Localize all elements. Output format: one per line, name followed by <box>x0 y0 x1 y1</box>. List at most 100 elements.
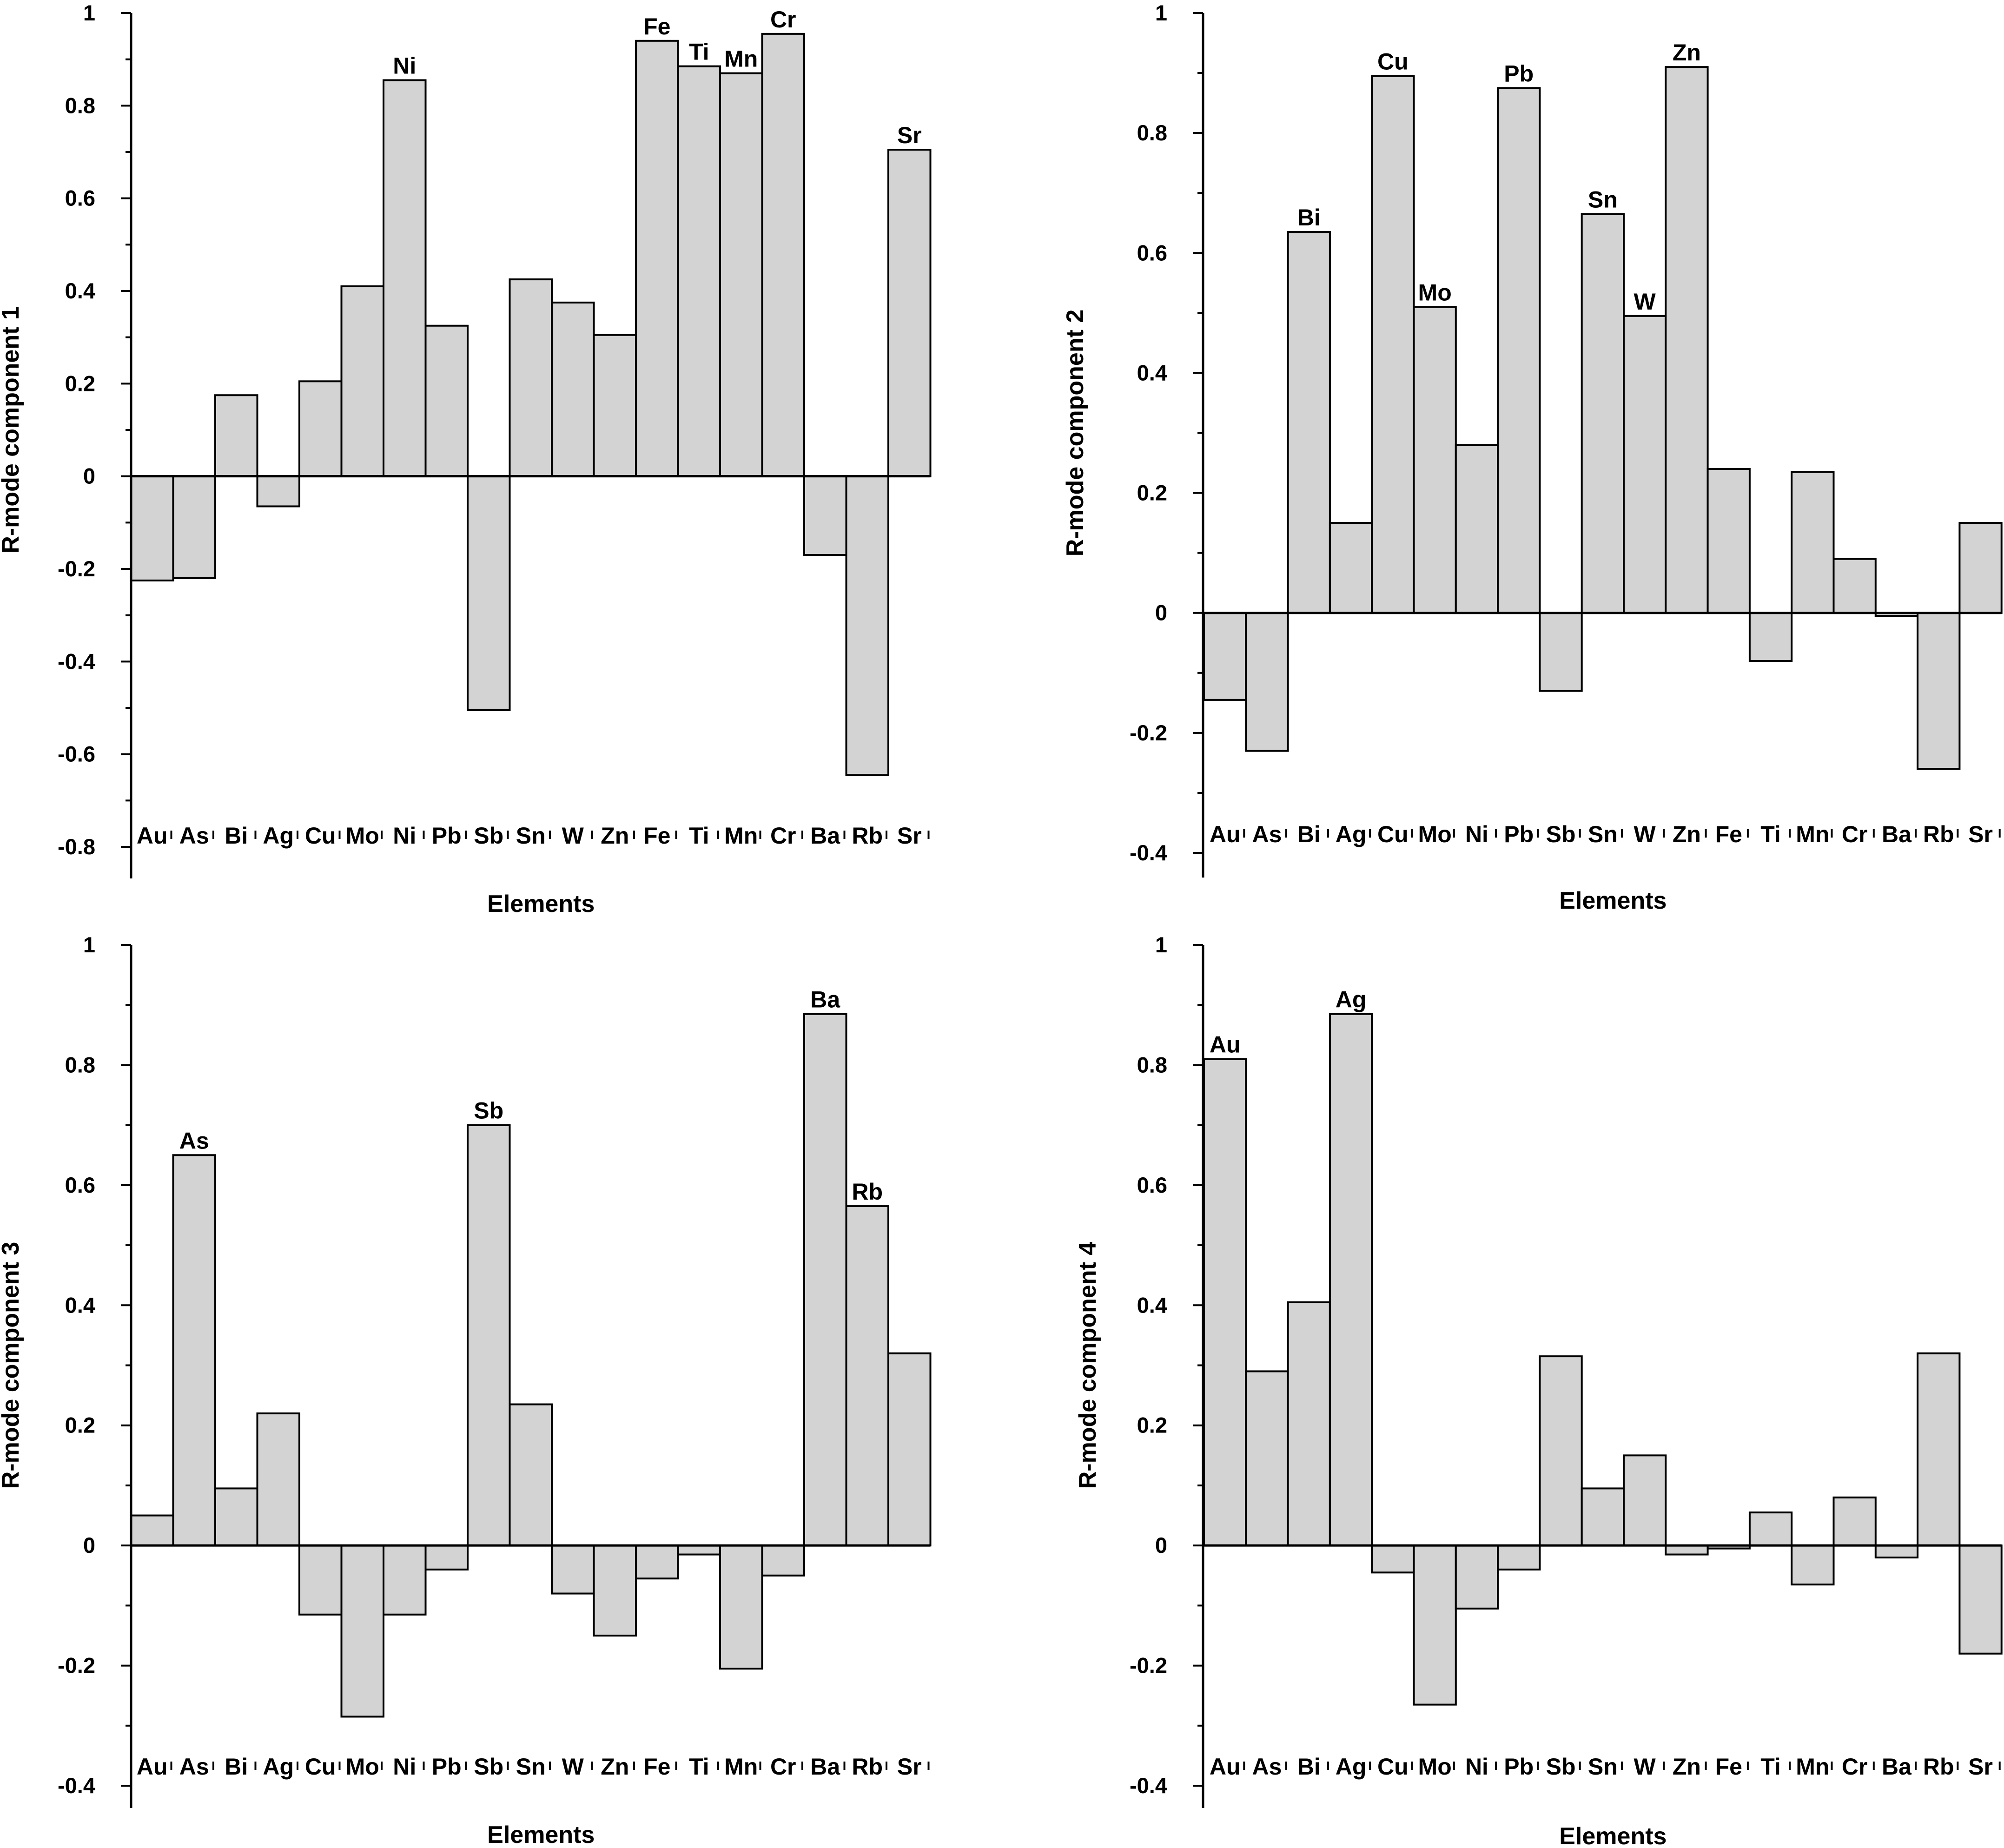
y-axis-title: R-mode component 1 <box>0 306 24 554</box>
bar-sn <box>509 278 553 477</box>
y-tick-label: 1 <box>1155 932 1167 957</box>
bar-w <box>551 301 595 477</box>
bar-annotation-rb: Rb <box>852 1179 883 1205</box>
bar-ag <box>256 1412 300 1547</box>
category-label-mo: Mo <box>346 1754 379 1780</box>
category-label-ni: Ni <box>393 1754 416 1780</box>
bar-mo <box>1413 306 1457 614</box>
x-axis-title: Elements <box>487 1822 595 1848</box>
y-tick-label: 1 <box>83 932 95 957</box>
bar-as <box>1245 1370 1289 1547</box>
category-label-pb: Pb <box>432 1754 462 1780</box>
y-tick-label: -0.2 <box>1130 1653 1167 1678</box>
bar-sb <box>1539 1355 1583 1547</box>
category-label-mn: Mn <box>1796 821 1829 847</box>
bar-fe <box>635 1544 679 1580</box>
bar-annotation-sr: Sr <box>897 122 922 148</box>
category-label-cr: Cr <box>770 823 796 849</box>
category-label-ni: Ni <box>1465 1754 1488 1780</box>
bar-annotation-ag: Ag <box>1336 987 1367 1013</box>
category-label-as: As <box>179 1754 209 1780</box>
bar-annotation-bi: Bi <box>1297 205 1321 231</box>
category-label-pb: Pb <box>432 823 462 849</box>
x-axis-title: Elements <box>1559 887 1667 914</box>
bar-sb <box>467 1124 511 1547</box>
bar-mn <box>719 72 763 477</box>
category-label-cu: Cu <box>305 823 336 849</box>
category-label-as: As <box>1252 821 1282 847</box>
category-label-rb: Rb <box>1923 1754 1954 1780</box>
category-label-au: Au <box>137 1754 168 1780</box>
y-tick-label: 0.4 <box>1137 1293 1167 1317</box>
y-tick-label: -0.4 <box>1130 1773 1167 1798</box>
y-tick-label: -0.4 <box>58 649 95 673</box>
bar-cr <box>1832 1496 1877 1547</box>
bar-cu <box>298 1544 343 1616</box>
bar-ag <box>1329 1013 1373 1547</box>
bar-cu <box>1371 1544 1415 1574</box>
bar-w <box>1623 315 1667 614</box>
bar-sr <box>887 149 932 477</box>
y-tick-label: 0 <box>1155 1533 1167 1558</box>
bar-sr <box>1958 522 2003 614</box>
bar-ba <box>1874 1544 1919 1558</box>
category-label-sb: Sb <box>474 823 503 849</box>
y-tick-label: 0.8 <box>65 93 95 118</box>
category-label-au: Au <box>137 823 168 849</box>
y-tick-label: 0.2 <box>65 371 95 396</box>
category-label-fe: Fe <box>1715 821 1742 847</box>
category-label-sb: Sb <box>1546 821 1576 847</box>
bar-mn <box>1791 471 1835 614</box>
category-label-fe: Fe <box>643 1754 670 1780</box>
chart-panel-2: 1 0.8 0.6 0.4 0.2 0 -0.2 -0.4 Au As Bi Ag Cu Mo Ni Pb Sb… <box>1062 0 2003 914</box>
category-label-as: As <box>179 823 209 849</box>
bar-annotation-as: As <box>179 1128 209 1154</box>
bar-sr <box>887 1352 932 1547</box>
bar-rb <box>1917 1352 1961 1547</box>
bar-au <box>130 1514 174 1547</box>
bar-w <box>1623 1454 1667 1547</box>
chart-panel-1: 1 0.8 0.6 0.4 0.2 0 -0.2 -0.4 -0.6 -0.8 Au As Bi Ag Cu… <box>0 0 932 917</box>
category-label-rb: Rb <box>852 823 883 849</box>
category-label-zn: Zn <box>1673 1754 1701 1780</box>
y-tick-label: 0.2 <box>65 1413 95 1438</box>
category-label-mn: Mn <box>1796 1754 1829 1780</box>
bar-rb <box>845 1205 889 1547</box>
bar-pb <box>1497 87 1541 614</box>
y-tick-label: 0.6 <box>65 186 95 211</box>
category-label-sr: Sr <box>897 1754 922 1780</box>
bar-rb <box>1917 612 1961 770</box>
category-label-ag: Ag <box>1336 821 1367 847</box>
category-label-ba: Ba <box>810 823 840 849</box>
bar-ba <box>803 475 847 556</box>
bar-fe <box>1706 468 1751 614</box>
bar-bi <box>1287 231 1331 614</box>
category-label-mo: Mo <box>346 823 379 849</box>
bar-ti <box>1748 612 1793 662</box>
category-label-bi: Bi <box>1297 821 1321 847</box>
bar-bi <box>1287 1301 1331 1547</box>
bar-ni <box>383 79 427 477</box>
bar-cr <box>1832 558 1877 614</box>
category-label-ti: Ti <box>1760 1754 1781 1780</box>
category-label-ni: Ni <box>393 823 416 849</box>
bar-annotation-mn: Mn <box>724 46 758 72</box>
y-axis-title: R-mode component 3 <box>0 1242 24 1489</box>
bar-annotation-au: Au <box>1210 1032 1241 1058</box>
category-label-bi: Bi <box>225 1754 248 1780</box>
category-label-sb: Sb <box>1546 1754 1576 1780</box>
y-tick-label: -0.8 <box>58 834 95 859</box>
y-tick-label: 0 <box>83 464 95 488</box>
y-tick-label: -0.4 <box>1130 840 1167 865</box>
category-label-bi: Bi <box>225 823 248 849</box>
category-label-ti: Ti <box>689 823 709 849</box>
category-label-zn: Zn <box>601 1754 629 1780</box>
y-tick-label: 0.2 <box>1137 481 1167 505</box>
bar-annotation-w: W <box>1634 289 1656 315</box>
category-label-as: As <box>1252 1754 1282 1780</box>
bar-annotation-sn: Sn <box>1588 186 1618 212</box>
bar-cu <box>1371 75 1415 614</box>
bar-au <box>1203 1058 1247 1547</box>
bar-sn <box>1581 1487 1625 1547</box>
category-label-ni: Ni <box>1465 821 1488 847</box>
